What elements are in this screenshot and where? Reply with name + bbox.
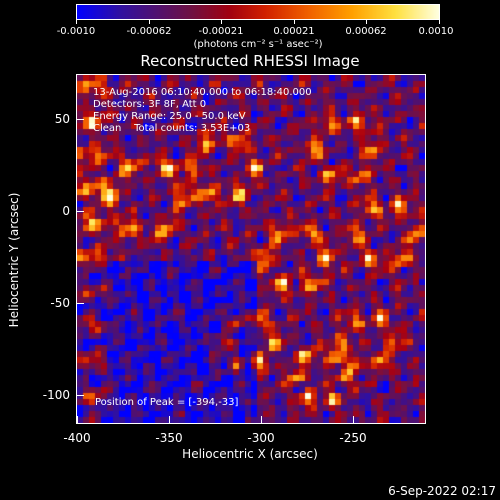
colorbar-tick-label: -0.0010 <box>56 26 96 37</box>
y-tick-label: 50 <box>54 112 70 126</box>
total-counts-text: Clean Total counts: 3.53E+03 <box>93 123 251 134</box>
colorbar-tick-label: 0.00062 <box>345 26 387 37</box>
x-tick-label: -400 <box>63 431 91 445</box>
colorbar-tick-label: 0.0010 <box>418 26 454 37</box>
timestamp: 6-Sep-2022 02:17 <box>388 484 496 498</box>
chart-title: Reconstructed RHESSI Image <box>140 52 360 70</box>
y-tick-label: -100 <box>42 388 70 402</box>
colorbar-tick-label: 0.00021 <box>273 26 315 37</box>
x-tick-label: -300 <box>247 431 275 445</box>
x-axis-label: Heliocentric X (arcsec) <box>182 447 318 461</box>
colorbar <box>76 4 440 20</box>
x-tick-label: -350 <box>155 431 183 445</box>
colorbar-tick-label: -0.00062 <box>126 26 172 37</box>
y-tick-label: -50 <box>50 296 70 310</box>
plot-area: 13-Aug-2016 06:10:40.000 to 06:18:40.000… <box>76 74 426 424</box>
colorbar-tick-label: -0.00021 <box>198 26 244 37</box>
y-tick-label: 0 <box>62 204 70 218</box>
peak-position-text: Position of Peak = [-394,-33] <box>95 397 239 408</box>
colorbar-units: (photons cm⁻² s⁻¹ asec⁻²) <box>193 39 323 50</box>
y-axis-label: Heliocentric Y (arcsec) <box>7 192 21 328</box>
heatmap-image <box>77 75 425 423</box>
detectors-text: Detectors: 3F 8F, Att 0 <box>93 99 207 110</box>
x-tick-label: -250 <box>339 431 367 445</box>
energy-range-text: Energy Range: 25.0 - 50.0 keV <box>93 111 246 122</box>
time-range-text: 13-Aug-2016 06:10:40.000 to 06:18:40.000 <box>93 87 312 98</box>
